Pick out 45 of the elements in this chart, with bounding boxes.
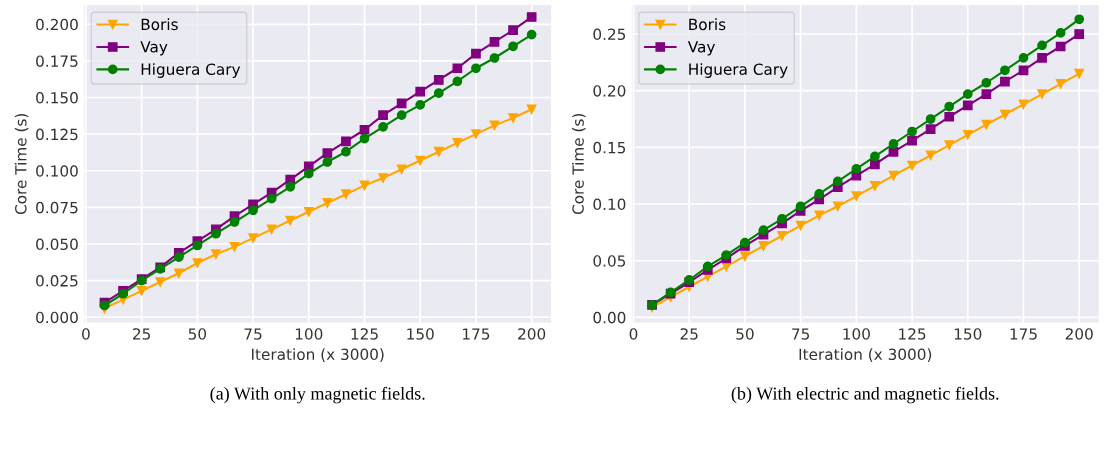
- x-tick-label: 200: [518, 328, 546, 340]
- y-tick-label: 0.05: [593, 255, 626, 267]
- x-tick-label: 150: [954, 328, 982, 340]
- y-tick-label: 0.050: [36, 238, 78, 250]
- x-tick-label: 200: [1065, 328, 1093, 340]
- y-tick-label: 0.25: [593, 28, 626, 41]
- y-tick-label: 0.15: [593, 141, 626, 154]
- y-axis-title: Core Time (s): [14, 113, 29, 215]
- x-tick-label: 75: [792, 328, 810, 340]
- y-tick-label: 0.075: [36, 201, 78, 214]
- text: (a) With only magnetic fields.: [210, 386, 425, 404]
- y-tick-label: 0.20: [593, 85, 626, 97]
- legend-label: Boris: [689, 18, 726, 31]
- y-tick-label: 0.125: [36, 128, 78, 141]
- x-tick-label: 100: [295, 328, 323, 340]
- legend-label: Vay: [140, 41, 168, 56]
- legend-label: Higuera Cary: [689, 63, 788, 78]
- x-tick-label: 0: [82, 328, 90, 340]
- y-tick-label: 0.00: [593, 311, 626, 324]
- x-tick-label: 0: [629, 328, 638, 340]
- y-axis-title: Core Time (s): [572, 113, 586, 215]
- y-tick-label: 0.000: [36, 311, 78, 324]
- x-tick-label: 175: [463, 328, 490, 340]
- y-tick-label: 0.025: [36, 275, 78, 287]
- text: (b) With electric and magnetic fields.: [731, 386, 999, 404]
- x-tick-label: 25: [680, 328, 698, 340]
- x-axis-title: Iteration (x 3000): [799, 348, 932, 362]
- legend-label: Boris: [141, 18, 178, 31]
- x-tick-label: 25: [133, 328, 151, 340]
- y-tick-label: 0.10: [593, 198, 626, 211]
- x-tick-label: 125: [351, 328, 378, 340]
- y-tick-label: 0.100: [36, 165, 78, 177]
- x-tick-label: 75: [244, 328, 262, 340]
- x-tick-label: 50: [188, 328, 207, 340]
- x-axis-title: Iteration (x 3000): [252, 348, 384, 362]
- x-tick-label: 125: [899, 328, 926, 340]
- x-tick-label: 150: [407, 328, 434, 340]
- x-tick-label: 175: [1010, 328, 1037, 340]
- x-tick-label: 50: [736, 328, 754, 340]
- legend-label: Vay: [687, 41, 715, 56]
- y-tick-label: 0.150: [36, 92, 78, 104]
- x-tick-label: 100: [843, 328, 870, 340]
- legend-label: Higuera Cary: [141, 63, 241, 78]
- y-tick-label: 0.200: [36, 18, 78, 31]
- y-tick-label: 0.175: [36, 55, 78, 67]
